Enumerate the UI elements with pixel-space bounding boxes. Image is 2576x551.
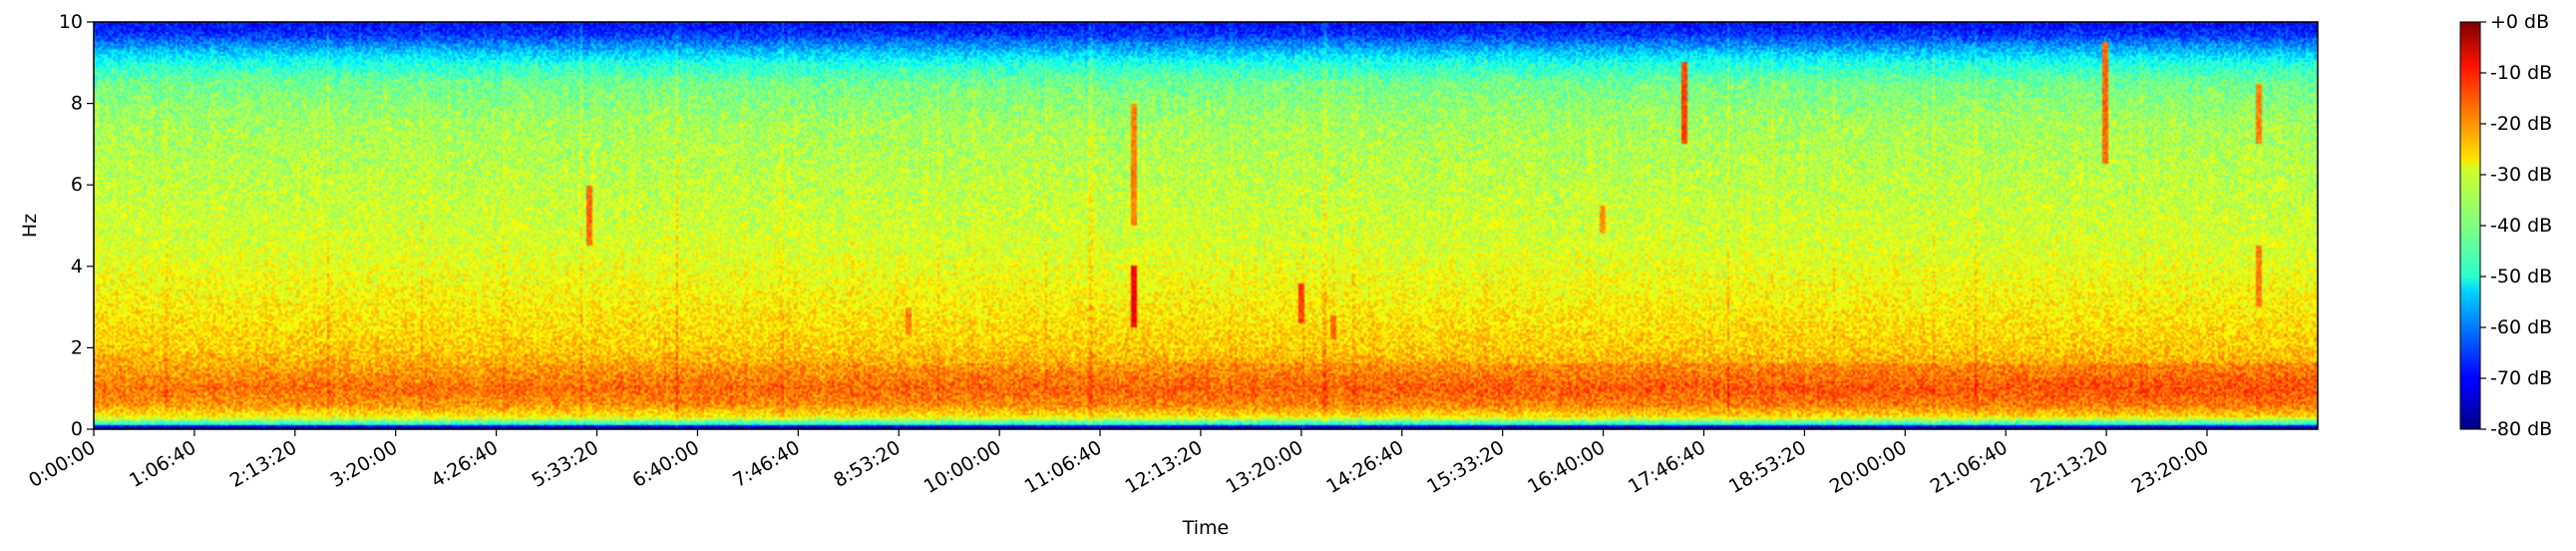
y-tick-label: 4 — [71, 256, 83, 277]
spectrogram-image — [94, 22, 2318, 429]
y-axis: 0 2 4 6 8 10 — [59, 11, 94, 440]
x-axis-label: Time — [1182, 517, 1230, 539]
colorbar: +0 dB -10 dB -20 dB -30 dB -40 dB -50 dB -60 d… — [2459, 11, 2552, 440]
colorbar-tick-label: -80 dB — [2490, 418, 2552, 440]
x-tick-label: 12:13:20 — [1122, 436, 1207, 498]
x-tick-label: 0:00:00 — [25, 436, 99, 492]
x-tick-label: 6:40:00 — [628, 436, 702, 492]
x-tick-label: 18:53:20 — [1725, 436, 1810, 498]
colorbar-tick-label: -60 dB — [2490, 316, 2552, 338]
colorbar-tick-label: -50 dB — [2490, 266, 2552, 287]
y-tick-label: 6 — [71, 174, 83, 196]
colorbar-tick-label: -20 dB — [2490, 113, 2552, 135]
y-axis-label: Hz — [19, 214, 41, 238]
x-tick-label: 15:33:20 — [1423, 436, 1508, 498]
colorbar-tick-label: -30 dB — [2490, 164, 2552, 186]
x-tick-label: 2:13:20 — [226, 436, 300, 492]
spectrogram-plot-area — [93, 21, 2319, 430]
x-tick-label: 1:06:40 — [126, 436, 199, 492]
x-tick-label: 23:20:00 — [2128, 436, 2213, 498]
y-tick-label: 0 — [71, 418, 83, 440]
colorbar-tick-label: +0 dB — [2490, 11, 2549, 33]
x-tick-label: 20:00:00 — [1826, 436, 1911, 498]
x-tick-label: 7:46:40 — [729, 436, 803, 492]
colorbar-tick-label: -70 dB — [2490, 367, 2552, 389]
x-tick-label: 16:40:00 — [1524, 436, 1609, 498]
colorbar-tick-label: -10 dB — [2490, 62, 2552, 84]
plot-frame — [93, 21, 2319, 430]
x-tick-label: 11:06:40 — [1021, 436, 1106, 498]
y-tick-label: 10 — [59, 11, 83, 33]
y-tick-label: 8 — [71, 93, 83, 115]
x-tick-label: 14:26:40 — [1322, 436, 1407, 498]
x-tick-label: 5:33:20 — [529, 436, 602, 492]
x-tick-label: 22:13:20 — [2027, 436, 2112, 498]
colorbar-tick-label: -40 dB — [2490, 215, 2552, 237]
x-axis: 0:00:00 1:06:40 2:13:20 3:20:00 4:26:40 5:33:… — [25, 429, 2213, 498]
x-tick-label: 10:00:00 — [920, 436, 1005, 498]
x-tick-label: 21:06:40 — [1927, 436, 2012, 498]
x-tick-label: 8:53:20 — [830, 436, 904, 492]
x-tick-label: 13:20:00 — [1222, 436, 1306, 498]
colorbar-ticks: +0 dB -10 dB -20 dB -30 dB -40 dB -50 dB -60 d… — [2480, 11, 2552, 440]
y-tick-label: 2 — [71, 336, 83, 358]
x-tick-label: 17:46:40 — [1625, 436, 1709, 498]
x-tick-label: 4:26:40 — [428, 436, 502, 492]
x-tick-label: 3:20:00 — [327, 436, 401, 492]
colorbar-gradient — [2459, 21, 2481, 430]
